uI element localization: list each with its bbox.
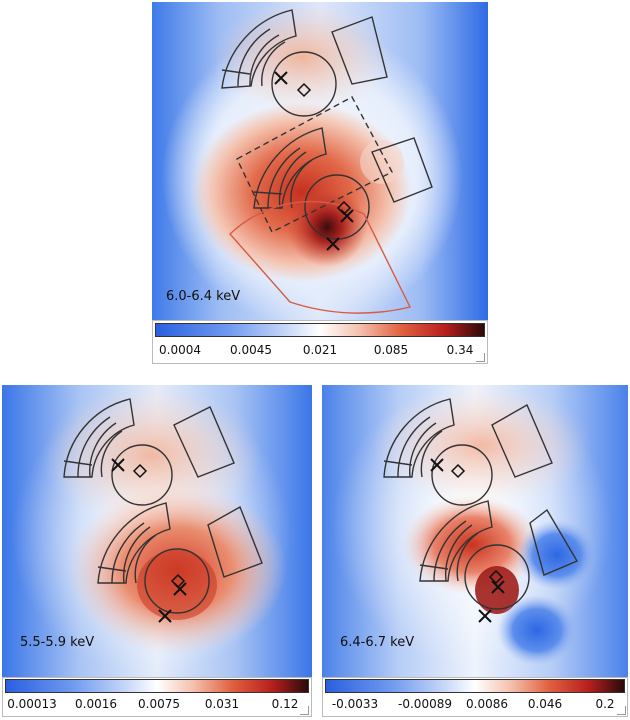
heatmap-bottom-right — [322, 385, 628, 677]
colorbar-tick: 0.34 — [446, 343, 474, 357]
map-panel-top: 6.0-6.4 keV — [152, 2, 488, 320]
region-outlines-bottom-right — [383, 398, 579, 610]
colorbar-tick: 0.0075 — [138, 697, 180, 711]
colorbar-tick: 0.085 — [373, 343, 409, 357]
colorbar-bottom-right — [325, 679, 625, 693]
resize-grip-icon — [476, 353, 485, 362]
energy-band-label: 5.5-5.9 keV — [20, 635, 95, 650]
heatmap-bottom-left — [2, 385, 312, 677]
colorbar-tick: 0.0004 — [159, 343, 201, 357]
resize-grip-icon — [617, 706, 626, 715]
colorbar-tick: 0.00013 — [7, 697, 57, 711]
colorbar-tick: -0.00089 — [398, 697, 452, 711]
colorbar-tick: 0.0016 — [75, 697, 117, 711]
energy-band-label: 6.4-6.7 keV — [340, 635, 415, 650]
colorbar-tick: -0.0033 — [331, 697, 379, 711]
region-outlines-top — [221, 9, 433, 240]
colorbar-bottom-left — [5, 679, 309, 693]
colorbar-tick: 0.0045 — [230, 343, 272, 357]
resize-grip-icon — [300, 706, 309, 715]
map-panel-bottom-left: 5.5-5.9 keV — [2, 385, 312, 677]
colorbar-tick: 0.2 — [595, 697, 615, 711]
colorbar-top — [155, 323, 485, 337]
colorbar-tick: 0.046 — [527, 697, 563, 711]
source-markers-bottom-right — [430, 458, 505, 623]
colorbar-tick: 0.031 — [204, 697, 240, 711]
colorbar-tick: 0.12 — [271, 697, 299, 711]
energy-band-label: 6.0-6.4 keV — [166, 289, 241, 304]
region-outlines-bottom-left — [63, 398, 263, 614]
colorbar-tick: 0.0086 — [466, 697, 508, 711]
map-panel-bottom-right: 6.4-6.7 keV — [322, 385, 628, 677]
extraction-wedge — [229, 200, 412, 314]
heatmap-top — [152, 2, 488, 320]
colorbar-tick: 0.021 — [302, 343, 338, 357]
